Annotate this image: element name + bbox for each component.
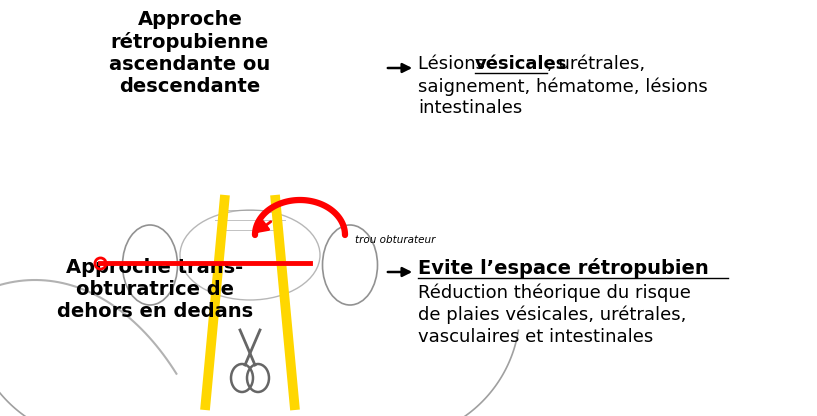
Text: vésicales: vésicales [475,55,567,73]
Text: Approche trans-
obturatrice de
dehors en dedans: Approche trans- obturatrice de dehors en… [57,258,253,321]
Text: vasculaires et intestinales: vasculaires et intestinales [418,328,654,346]
Text: , urétrales,: , urétrales, [547,55,645,73]
Text: Lésions: Lésions [418,55,491,73]
Text: trou obturateur: trou obturateur [355,235,435,245]
Text: de plaies vésicales, urétrales,: de plaies vésicales, urétrales, [418,306,686,324]
Text: Approche
rétropubienne
ascendante ou
descendante: Approche rétropubienne ascendante ou des… [109,10,270,96]
Text: saignement, hématome, lésions: saignement, hématome, lésions [418,77,708,96]
Text: Evite l’espace rétropubien: Evite l’espace rétropubien [418,258,709,278]
Text: Réduction théorique du risque: Réduction théorique du risque [418,284,691,302]
Text: intestinales: intestinales [418,99,522,117]
